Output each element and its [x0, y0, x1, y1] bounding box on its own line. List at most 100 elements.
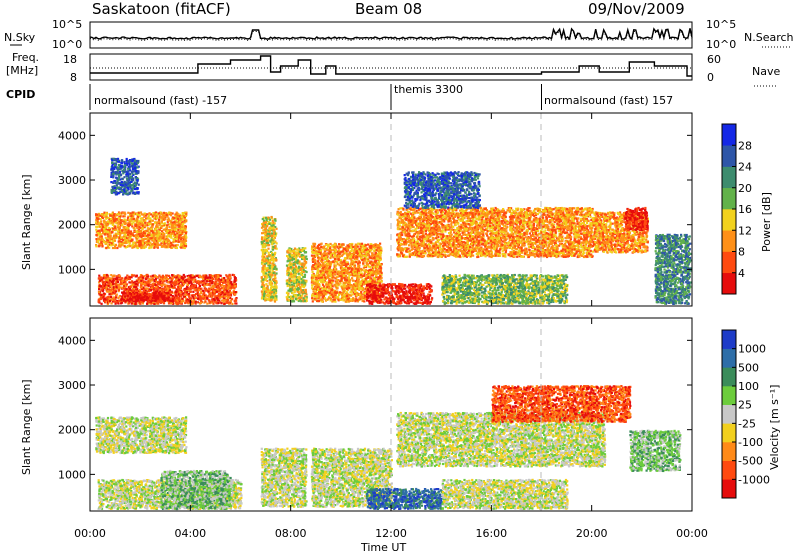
data-cell — [121, 280, 124, 283]
data-cell — [105, 300, 108, 303]
data-cell — [208, 301, 211, 304]
data-cell — [147, 296, 150, 299]
data-cell — [184, 212, 187, 215]
data-cell — [121, 159, 124, 162]
data-cell — [135, 280, 138, 283]
data-cell — [199, 280, 202, 283]
data-cell — [167, 281, 170, 284]
data-cell — [289, 285, 292, 288]
data-cell — [231, 273, 234, 276]
data-cell — [101, 238, 104, 241]
data-cell — [146, 300, 149, 304]
data-cell — [95, 228, 98, 231]
data-cell — [173, 228, 177, 231]
data-cell — [126, 231, 129, 234]
data-cell — [119, 283, 122, 286]
data-cell — [105, 273, 108, 277]
data-cell — [181, 229, 184, 232]
data-cell — [132, 287, 135, 291]
data-cell — [107, 243, 110, 246]
data-cell — [178, 230, 181, 233]
data-cell — [175, 301, 178, 304]
data-cell — [178, 297, 181, 300]
data-cell — [197, 276, 201, 279]
data-cell — [220, 302, 223, 305]
data-cell — [113, 224, 116, 228]
data-cell — [122, 172, 125, 175]
data-cell — [102, 284, 105, 288]
data-cell — [119, 223, 122, 226]
data-cell — [120, 229, 124, 232]
data-cell — [149, 217, 152, 220]
data-cell — [112, 216, 115, 219]
data-cell — [102, 231, 105, 234]
data-cell — [146, 275, 149, 278]
data-cell — [127, 286, 130, 289]
data-cell — [174, 292, 177, 296]
data-cell — [187, 294, 191, 297]
data-cell — [158, 278, 161, 282]
data-cell — [108, 246, 111, 249]
data-cell — [148, 242, 151, 245]
data-cell — [119, 224, 122, 227]
data-cell — [180, 236, 183, 240]
data-cell — [115, 275, 118, 278]
data-cell — [130, 240, 133, 243]
data-cell — [108, 234, 111, 237]
data-cell — [167, 239, 170, 242]
data-cell — [129, 213, 132, 216]
data-cell — [124, 233, 127, 236]
data-cell — [154, 238, 157, 241]
data-cell — [155, 298, 158, 301]
data-cell — [193, 299, 196, 302]
data-cell — [295, 251, 298, 255]
data-cell — [179, 218, 182, 222]
data-cell — [169, 232, 172, 235]
data-cell — [168, 281, 171, 284]
data-cell — [129, 230, 133, 233]
data-cell — [117, 174, 121, 177]
data-cell — [152, 233, 156, 236]
data-cell — [128, 281, 131, 284]
data-cell — [157, 220, 160, 223]
data-cell — [214, 280, 217, 283]
data-cell — [230, 281, 233, 284]
data-cell — [108, 222, 112, 225]
data-cell — [300, 296, 303, 299]
data-cell — [162, 218, 165, 221]
data-cell — [97, 213, 100, 216]
data-cell — [170, 228, 173, 231]
data-cell — [229, 296, 232, 300]
data-cell — [178, 284, 181, 287]
data-cell — [300, 294, 303, 297]
data-cell — [121, 223, 124, 226]
data-cell — [157, 231, 161, 234]
data-cell — [119, 221, 122, 224]
data-cell — [223, 285, 226, 288]
data-cell — [297, 287, 300, 290]
data-cell — [292, 270, 295, 273]
data-cell — [183, 275, 186, 278]
data-cell — [148, 289, 151, 292]
data-cell — [174, 235, 177, 239]
data-cell — [167, 296, 170, 299]
data-cell — [269, 288, 273, 291]
data-cell — [191, 284, 194, 287]
data-cell — [180, 229, 183, 232]
data-cell — [119, 234, 122, 238]
data-cell — [99, 278, 102, 281]
data-cell — [144, 281, 147, 284]
data-cell — [175, 281, 178, 284]
data-cell — [122, 281, 126, 284]
data-cell — [123, 284, 126, 287]
data-cell — [208, 299, 211, 302]
data-cell — [140, 220, 143, 223]
data-cell — [175, 234, 178, 237]
data-cell — [134, 275, 137, 278]
data-cell — [108, 301, 111, 304]
data-cell — [213, 292, 216, 295]
data-cell — [129, 285, 132, 289]
data-cell — [106, 233, 109, 236]
data-cell — [100, 241, 103, 244]
data-cell — [171, 244, 175, 247]
